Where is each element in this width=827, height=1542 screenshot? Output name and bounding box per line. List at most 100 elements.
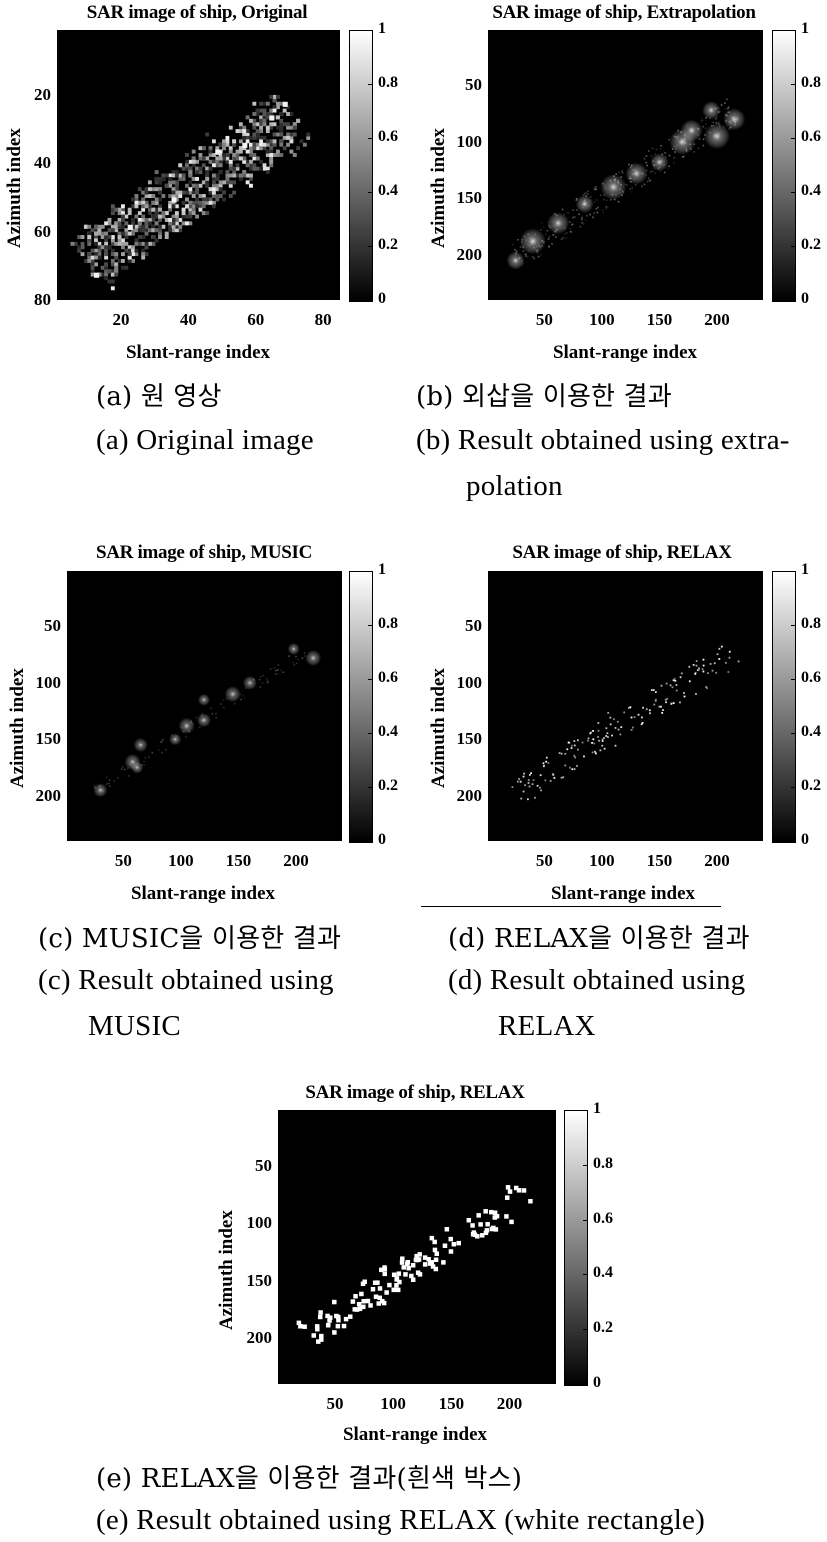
speckle-pixel: [178, 217, 183, 222]
colorbar-tick-mark: [791, 300, 796, 301]
speckle-pixel: [114, 241, 119, 246]
speckle-pixel: [104, 276, 109, 280]
speckle-pixel: [222, 153, 226, 157]
white-rectangle: [475, 1234, 480, 1239]
speckle-pixel: [121, 207, 125, 212]
speckle-pixel: [195, 187, 199, 192]
speckle-pixel: [282, 135, 287, 140]
speckle-pixel: [80, 252, 85, 257]
colorbar-tick-label: 0: [593, 1374, 601, 1391]
point-scatterer: [658, 705, 661, 708]
speckle-pixel: [141, 207, 146, 212]
speckle-pixel: [107, 235, 112, 239]
caption-c-english-line1: (c) Result obtained using: [38, 964, 334, 996]
speckle-pixel: [252, 132, 257, 137]
speckle-pixel: [161, 194, 166, 198]
point-scatterer: [695, 693, 697, 695]
faint-return: [650, 170, 652, 173]
speckle-pixel: [134, 248, 139, 253]
speckle-pixel: [272, 105, 277, 110]
speckle-pixel: [188, 200, 193, 205]
point-scatterer: [705, 686, 708, 689]
speckle-pixel: [211, 173, 216, 178]
faint-return: [259, 675, 262, 678]
white-rectangle: [336, 1314, 341, 1320]
speckle-pixel: [255, 108, 260, 113]
point-scatterer: [594, 750, 596, 753]
speckle-pixel: [188, 190, 193, 195]
speckle-pixel: [168, 204, 173, 209]
white-rectangle: [319, 1337, 324, 1342]
speckle-pixel: [218, 163, 223, 168]
speckle-pixel: [107, 228, 112, 233]
x-tick-label: 20: [112, 310, 130, 329]
speckle-pixel: [178, 173, 183, 178]
colorbar-tick-label: 0.2: [593, 1319, 613, 1337]
speckle-pixel: [137, 241, 142, 246]
speckle-pixel: [158, 187, 162, 192]
faint-return: [593, 187, 596, 190]
point-scatterer: [560, 752, 563, 755]
faint-return: [578, 213, 580, 215]
speckle-pixel: [252, 112, 257, 116]
point-scatterer: [683, 692, 685, 694]
white-rectangle: [370, 1286, 376, 1292]
heatmap-image: [506, 98, 746, 270]
speckle-pixel: [215, 197, 220, 202]
speckle-pixel: [201, 156, 206, 161]
colorbar-tick-label: 0: [801, 831, 809, 848]
white-rectangle: [403, 1272, 408, 1277]
point-scatterer: [670, 703, 673, 705]
white-rectangle: [361, 1304, 366, 1310]
white-rectangle: [478, 1222, 483, 1227]
point-scatterer: [595, 752, 597, 755]
white-rectangle: [352, 1307, 358, 1312]
speckle-pixel: [252, 101, 257, 106]
x-axis-label: Slant-range index: [552, 342, 698, 363]
point-scatterer: [544, 779, 547, 782]
faint-return: [242, 694, 244, 697]
speckle-pixel: [222, 156, 226, 161]
point-scatterer: [524, 784, 526, 787]
faint-return: [617, 200, 620, 203]
faint-return: [698, 138, 701, 140]
faint-return: [575, 199, 578, 201]
speckle-pixel: [235, 156, 240, 161]
faint-return: [561, 237, 564, 240]
speckle-pixel: [292, 132, 297, 137]
white-rectangle: [505, 1185, 511, 1190]
speckle-pixel: [272, 115, 277, 120]
heatmap-plot-area: [67, 571, 342, 841]
speckle-pixel: [114, 252, 119, 257]
speckle-pixel: [110, 269, 115, 274]
speckle-pixel: [208, 190, 213, 195]
speckle-pixel: [218, 170, 223, 175]
speckle-pixel: [174, 228, 179, 233]
speckle-pixel: [259, 142, 264, 147]
speckle-pixel: [127, 211, 132, 216]
speckle-pixel: [195, 197, 199, 202]
point-scatterer: [694, 671, 697, 674]
speckle-pixel: [158, 214, 162, 219]
point-scatterer: [527, 798, 529, 801]
white-rectangle: [377, 1286, 383, 1291]
speckle-pixel: [90, 272, 95, 277]
speckle-pixel: [188, 211, 193, 216]
colorbar-tick-mark: [368, 30, 373, 31]
faint-return: [668, 138, 670, 141]
speckle-pixel: [292, 125, 297, 130]
faint-return: [702, 125, 704, 128]
speckle-pixel: [272, 153, 277, 157]
white-rectangle: [379, 1267, 384, 1273]
speckle-pixel: [174, 194, 179, 198]
speckle-pixel: [174, 180, 179, 185]
white-rectangle: [476, 1213, 481, 1218]
speckle-pixel: [272, 98, 277, 103]
point-scatterer: [598, 739, 600, 742]
bright-scatterer: [131, 761, 144, 774]
speckle-pixel: [191, 159, 196, 164]
speckle-pixel: [218, 156, 223, 161]
speckle-pixel: [222, 190, 226, 195]
speckle-pixel: [289, 149, 294, 154]
speckle-pixel: [134, 194, 139, 198]
